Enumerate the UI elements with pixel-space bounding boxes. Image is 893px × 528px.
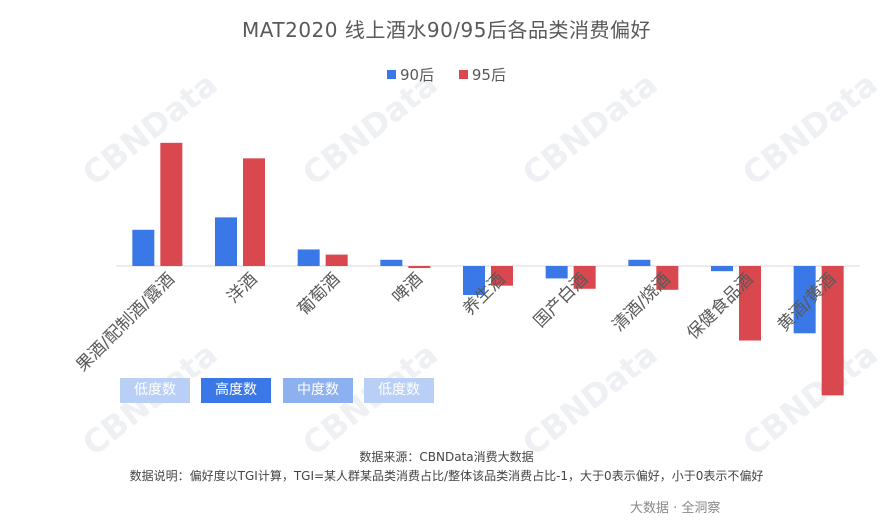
bar-95-3 — [408, 266, 431, 269]
bar-95-4 — [491, 266, 513, 286]
legend-swatch-90 — [387, 70, 397, 79]
bar-95-7 — [739, 266, 761, 341]
data-source: 数据来源：CBNData消费大数据 — [359, 450, 534, 464]
chart-title: MAT2020 线上酒水90/95后各品类消费偏好 — [242, 18, 651, 42]
bar-90-1 — [215, 217, 237, 266]
bar-90-7 — [711, 266, 733, 272]
badge-mid-alcohol: 中度数 — [283, 378, 353, 403]
bar-95-0 — [160, 142, 183, 266]
bar-95-2 — [325, 254, 348, 266]
legend-swatch-95 — [458, 70, 468, 79]
bar-90-3 — [380, 259, 403, 266]
bar-90-5 — [545, 266, 568, 279]
legend-item-90: 90后 — [387, 64, 434, 85]
category-label: 国产白酒 — [530, 269, 592, 331]
legend-item-95: 95后 — [458, 64, 506, 85]
bar-95-1 — [243, 158, 265, 266]
bar-90-8 — [793, 266, 816, 334]
badge-high-alcohol: 高度数 — [201, 378, 271, 403]
category-label: 洋酒 — [223, 269, 261, 307]
category-label: 啤酒 — [389, 269, 427, 307]
bar-90-0 — [132, 229, 155, 266]
bar-95-6 — [656, 266, 679, 290]
category-label: 葡萄酒 — [294, 269, 344, 319]
bar-90-2 — [297, 249, 320, 266]
badge-low-alcohol-2: 低度数 — [364, 378, 434, 403]
bar-95-8 — [821, 266, 844, 396]
category-label: 清酒/烧酒 — [609, 269, 675, 335]
bar-95-5 — [573, 266, 596, 289]
bar-90-4 — [463, 266, 485, 295]
legend: 90后 95后 — [0, 64, 893, 85]
legend-label-95: 95后 — [471, 66, 506, 84]
category-label: 果酒/配制酒/露酒 — [72, 269, 178, 375]
badge-low-alcohol-1: 低度数 — [120, 378, 190, 403]
legend-label-90: 90后 — [400, 66, 435, 84]
data-note: 数据说明：偏好度以TGI计算，TGI=某人群某品类消费占比/整体该品类消费占比-… — [129, 469, 764, 483]
bar-90-6 — [628, 259, 651, 266]
footer-slogan: 大数据 · 全洞察 — [630, 501, 721, 516]
